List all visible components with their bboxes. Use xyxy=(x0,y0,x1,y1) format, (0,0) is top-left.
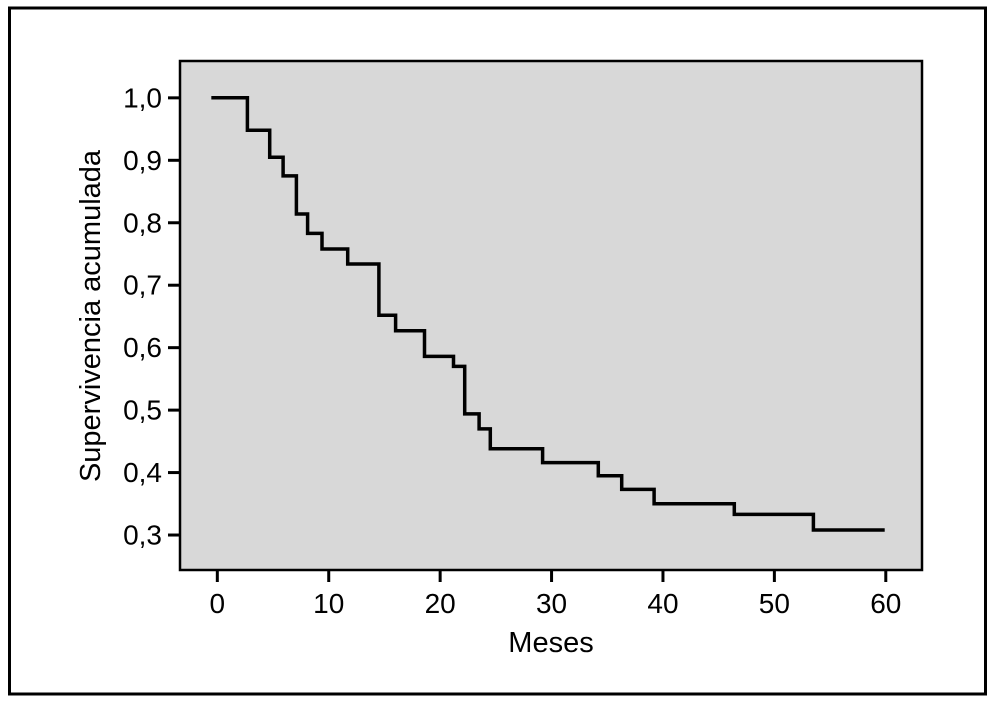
y-tick-label: 0,7 xyxy=(123,270,162,301)
y-tick-label: 1,0 xyxy=(123,82,162,113)
x-tick-label: 60 xyxy=(870,588,901,619)
y-tick-label: 0,3 xyxy=(123,520,162,551)
plot-area xyxy=(178,59,924,572)
x-tick-label: 20 xyxy=(425,588,456,619)
x-tick-label: 30 xyxy=(536,588,567,619)
y-tick-label: 0,6 xyxy=(123,332,162,363)
x-axis-ticks: 0 10 20 30 40 50 60 xyxy=(210,570,901,619)
y-tick-label: 0,4 xyxy=(123,457,162,488)
figure-frame xyxy=(8,6,987,696)
x-tick-label: 50 xyxy=(759,588,790,619)
y-tick-label: 0,5 xyxy=(123,395,162,426)
y-tick-label: 0,9 xyxy=(123,145,162,176)
x-tick-label: 0 xyxy=(210,588,226,619)
x-tick-label: 10 xyxy=(313,588,344,619)
y-axis-ticks: 1,0 0,9 0,8 0,7 0,6 0,5 0,4 0,3 xyxy=(123,82,180,551)
x-axis-title: Meses xyxy=(508,627,593,659)
y-axis-title: Supervivencia acumulada xyxy=(75,149,107,482)
y-tick-label: 0,8 xyxy=(123,207,162,238)
survival-curve xyxy=(211,96,885,532)
x-tick-label: 40 xyxy=(647,588,678,619)
